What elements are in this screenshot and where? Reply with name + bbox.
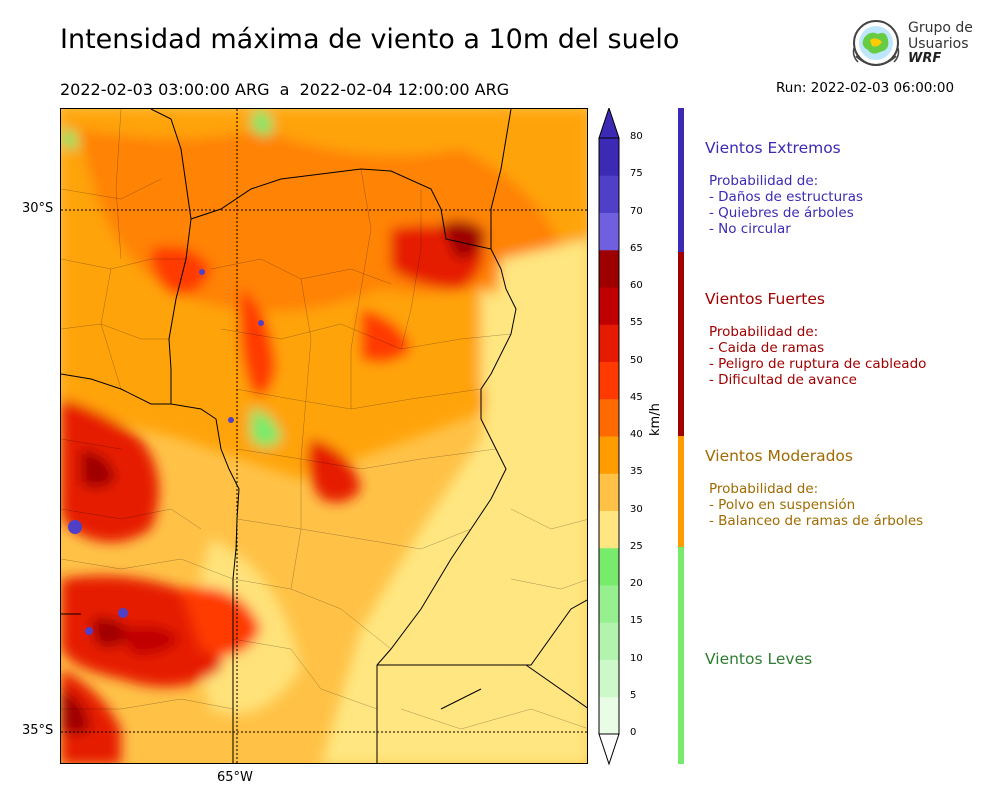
colorbar-tick-label: 40	[630, 429, 643, 440]
strong-category-title: Vientos Fuertes	[705, 290, 825, 308]
department-borders	[61, 109, 587, 730]
light-category-bar	[678, 547, 684, 764]
colorbar-tick-label: 0	[630, 727, 637, 738]
model-run: Run: 2022-02-03 06:00:00	[776, 80, 955, 96]
moderate-category-title: Vientos Moderados	[705, 447, 853, 465]
colorbar-tick-label: 70	[630, 205, 643, 217]
colorbar-tick-label: 5	[630, 689, 637, 701]
extreme-spot	[68, 520, 82, 534]
colorbar-segment	[599, 585, 619, 623]
colorbar-tick-label: 55	[630, 317, 643, 329]
lat-label-30s: 30°S	[22, 201, 54, 216]
wind-map	[60, 108, 588, 764]
graticule	[61, 109, 587, 763]
globe-logo-icon	[852, 20, 900, 66]
lon-label-65w: 65°W	[217, 770, 253, 785]
logo-text-line3: WRF	[908, 51, 942, 66]
desc-line: - Balanceo de ramas de árboles	[709, 513, 924, 529]
colorbar-segment	[599, 324, 619, 362]
colorbar-segment	[599, 622, 619, 660]
logo-text-line1: Grupo de	[908, 20, 973, 36]
colorbar-max-extend	[598, 108, 620, 139]
moderate-category-bar	[678, 436, 684, 547]
colorbar-tick-label: 60	[630, 280, 643, 291]
colorbar-segment	[599, 473, 619, 511]
colorbar-tick-label: 30	[630, 503, 643, 515]
colorbar-tick-label: 20	[630, 578, 643, 589]
colorbar-min-extend	[598, 733, 620, 766]
desc-line: - Caida de ramas	[709, 340, 825, 356]
colorbar-tick-label: 35	[630, 466, 643, 478]
colorbar-segment	[599, 659, 619, 698]
desc-line: - Polvo en suspensión	[709, 497, 856, 513]
colorbar-tick-label: 50	[630, 354, 643, 366]
strong-category-desc: Probabilidad de: - Caida de ramas - Peli…	[709, 324, 926, 388]
desc-line: - Dificultad de avance	[709, 372, 857, 388]
colorbar-segment	[599, 212, 619, 251]
extreme-category-bar	[678, 108, 684, 252]
lat-label-35s: 35°S	[22, 723, 54, 738]
desc-line: Probabilidad de:	[709, 173, 819, 189]
colorbar-segment	[599, 510, 619, 549]
wind-field-svg	[61, 109, 587, 763]
strong-category-bar	[678, 252, 684, 436]
extreme-spot	[228, 417, 234, 423]
desc-line: - Quiebres de árboles	[709, 205, 854, 221]
colorbar-segment	[599, 361, 619, 400]
colorbar	[598, 108, 620, 766]
extreme-spot	[118, 608, 128, 618]
colorbar-segment	[599, 436, 619, 474]
desc-line: - Peligro de ruptura de cableado	[709, 356, 927, 372]
desc-line: - Daños de estructuras	[709, 189, 864, 205]
moderate-category-desc: Probabilidad de: - Polvo en suspensión -…	[709, 481, 923, 529]
colorbar-tick-label: 25	[630, 540, 643, 552]
colorbar-frame	[598, 137, 620, 735]
extreme-category-title: Vientos Extremos	[705, 139, 841, 157]
map-title: Intensidad máxima de viento a 10m del su…	[60, 24, 680, 55]
light-category-title: Vientos Leves	[705, 650, 813, 668]
extreme-spot	[85, 627, 93, 635]
extreme-category-desc: Probabilidad de: - Daños de estructuras …	[709, 173, 863, 237]
colorbar-tick-label: 65	[630, 242, 643, 254]
grupo-wrf-logo: Grupo de Usuarios WRF	[848, 16, 973, 72]
forecast-period: 2022-02-03 03:00:00 ARG a 2022-02-04 12:…	[60, 80, 510, 99]
colorbar-tick-label: 15	[630, 615, 643, 627]
extreme-spot	[199, 269, 205, 275]
colorbar-segment	[599, 138, 619, 176]
colorbar-segment	[599, 175, 619, 213]
extreme-spot	[258, 320, 264, 326]
province-borders	[61, 109, 587, 763]
wind-field	[61, 109, 587, 763]
desc-line: Probabilidad de:	[709, 481, 819, 497]
colorbar-tick-label: 80	[630, 131, 643, 142]
desc-line: Probabilidad de:	[709, 324, 819, 340]
colorbar-segment	[599, 287, 619, 325]
colorbar-segment	[599, 398, 619, 437]
colorbar-tick-label: 45	[630, 391, 643, 403]
colorbar-tick-label: 75	[630, 168, 643, 180]
desc-line: - No circular	[709, 221, 791, 237]
colorbar-tick-label: 10	[630, 652, 643, 664]
colorbar-segment	[599, 547, 619, 586]
colorbar-unit: km/h	[648, 403, 663, 436]
colorbar-segment	[599, 696, 619, 735]
colorbar-segment	[599, 249, 619, 288]
logo-text-line2: Usuarios	[908, 36, 969, 52]
